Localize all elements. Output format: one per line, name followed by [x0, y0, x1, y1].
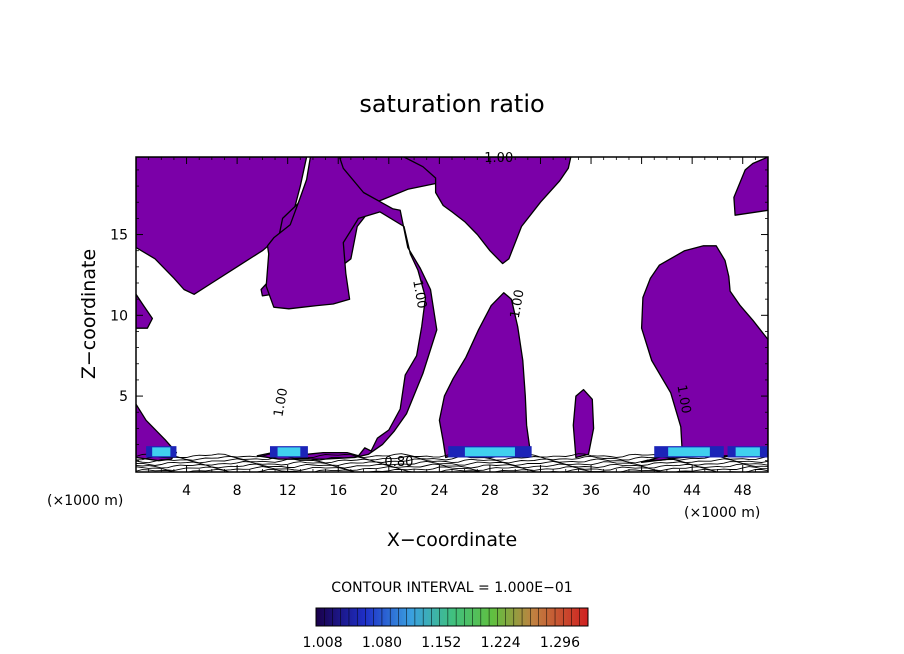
x-tick-label-40: 40: [633, 483, 651, 499]
surface-contour-3: [136, 463, 768, 469]
contour-label-1: 1.00: [484, 151, 513, 166]
contour-interval-note: CONTOUR INTERVAL = 1.000E−01: [331, 580, 572, 596]
x-tick-label-4: 4: [182, 483, 191, 499]
colorbar-label-5: 1.296: [540, 635, 580, 651]
saturation-region-7: [640, 245, 768, 463]
x-tick-label-12: 12: [279, 483, 297, 499]
cloud-base-core-4: [668, 447, 710, 457]
colorbar-label-3: 1.152: [421, 635, 461, 651]
supersaturated-regions: [136, 157, 768, 463]
x-axis-unit-right: (×1000 m): [684, 505, 760, 521]
x-tick-label-16: 16: [329, 483, 347, 499]
surface-contour-2: [136, 466, 768, 472]
x-axis-unit-left: (×1000 m): [47, 493, 123, 509]
contour-label-6: 0.80: [384, 455, 413, 470]
contour-label-5: 1.00: [673, 384, 693, 415]
cloud-base-bands: [146, 446, 768, 458]
cloud-base-core-5: [735, 447, 760, 457]
colorbar-label-2: 1.080: [362, 635, 402, 651]
saturation-region-10: [733, 157, 768, 216]
x-tick-label-32: 32: [532, 483, 550, 499]
saturation-region-3: [403, 157, 572, 265]
cloud-base-core-3: [464, 447, 515, 457]
saturation-region-9: [136, 293, 154, 329]
x-tick-label-36: 36: [582, 483, 600, 499]
cloud-base-core-2: [277, 447, 301, 457]
x-tick-label-28: 28: [481, 483, 499, 499]
chart-title: saturation ratio: [359, 90, 544, 118]
colorbar: [315, 607, 589, 627]
contour-label-2: 1.00: [409, 279, 429, 310]
contour-labels: 1.00 1.00 1.00 1.00 1.00 0.80: [271, 151, 693, 470]
surface-contour-4: [136, 460, 768, 466]
y-axis-label: Z−coordinate: [78, 249, 100, 379]
colorbar-labels: 1.008 1.080 1.152 1.224 1.296: [303, 635, 581, 651]
surface-contour-5: [136, 458, 768, 464]
x-tick-label-48: 48: [734, 483, 752, 499]
saturation-region-4: [256, 157, 438, 460]
x-tick-label-8: 8: [233, 483, 242, 499]
x-tick-label-20: 20: [380, 483, 398, 499]
x-axis-label: X−coordinate: [387, 529, 517, 551]
contour-label-4: 1.00: [271, 387, 291, 418]
colorbar-label-4: 1.224: [481, 635, 521, 651]
x-tick-label-44: 44: [683, 483, 701, 499]
saturation-region-1: [136, 157, 308, 295]
saturation-region-6: [572, 388, 595, 459]
colorbar-divisions: [323, 608, 581, 626]
colorbar-label-1: 1.008: [303, 635, 343, 651]
plot-area: [136, 157, 768, 472]
x-tick-label-24: 24: [430, 483, 448, 499]
contour-label-3: 1.00: [508, 288, 528, 319]
y-tick-label-5: 5: [119, 389, 128, 405]
cloud-base-core-1: [152, 447, 171, 457]
y-tick-label-10: 10: [110, 308, 128, 324]
y-tick-label-15: 15: [110, 228, 128, 244]
